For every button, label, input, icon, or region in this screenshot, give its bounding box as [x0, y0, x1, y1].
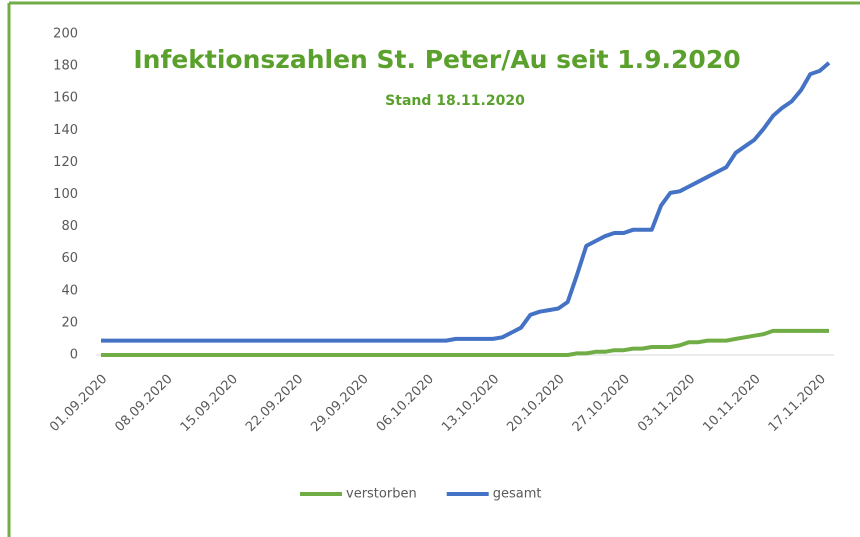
y-tick-label: 20 [61, 315, 78, 330]
y-tick-label: 140 [53, 123, 78, 138]
y-tick-label: 120 [53, 155, 78, 170]
y-tick-label: 180 [53, 59, 78, 74]
chart-title: Infektionszahlen St. Peter/Au seit 1.9.2… [133, 45, 740, 74]
y-tick-label: 0 [70, 348, 78, 363]
y-tick-label: 60 [61, 251, 78, 266]
y-tick-label: 40 [61, 283, 78, 298]
line-series [101, 61, 831, 343]
legend-label: verstorben [346, 487, 417, 502]
legend-label: gesamt [493, 487, 542, 502]
y-tick-label: 160 [53, 91, 78, 106]
y-tick-label: 100 [53, 187, 78, 202]
chart-subtitle: Stand 18.11.2020 [385, 93, 525, 109]
y-tick-label: 80 [61, 219, 78, 234]
line-series [101, 328, 829, 357]
y-tick-label: 200 [53, 27, 78, 42]
